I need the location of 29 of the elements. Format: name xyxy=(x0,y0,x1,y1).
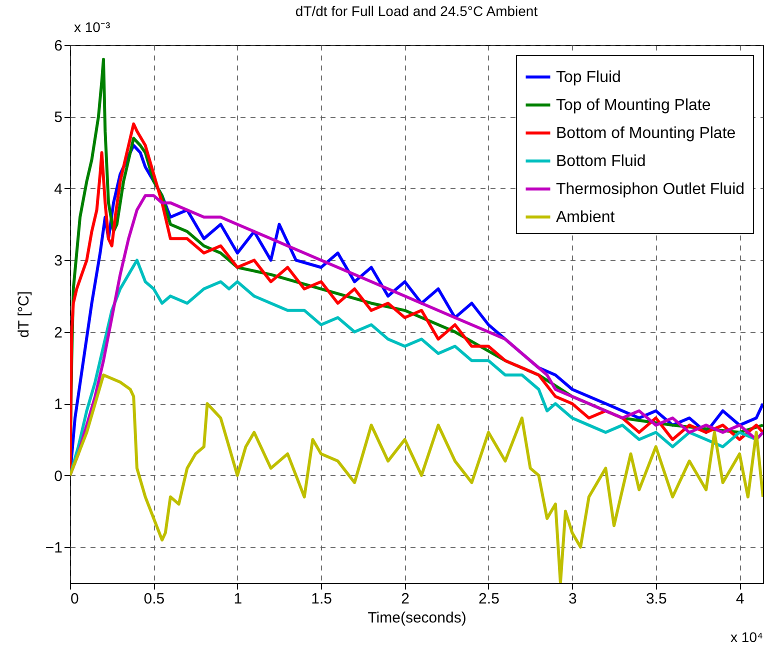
x-axis-title: Time(seconds) xyxy=(368,610,466,626)
y-tick-label: 2 xyxy=(54,324,62,342)
y-tick-label: 6 xyxy=(54,38,62,54)
y-tick-label: 5 xyxy=(54,109,62,126)
x-tick-label: 3.5 xyxy=(646,590,667,608)
line-series xyxy=(70,373,763,583)
legend-label: Ambient xyxy=(556,209,616,226)
chart-title: dT/dt for Full Load and 24.5°C Ambient xyxy=(295,3,538,19)
x-tick-label: 2.5 xyxy=(478,590,500,608)
x-tick-label: 3 xyxy=(568,590,577,608)
legend-label: Bottom of Mounting Plate xyxy=(556,125,736,142)
legend-label: Top Fluid xyxy=(556,69,621,86)
y-tick-label: 0 xyxy=(54,468,62,485)
y-tick-label: 3 xyxy=(54,252,62,270)
x-tick-label: 1.5 xyxy=(311,590,332,608)
text: x 10⁴ xyxy=(730,629,763,645)
x-tick-label: 0.5 xyxy=(144,590,165,608)
legend-label: Bottom Fluid xyxy=(556,153,646,170)
x-tick-label: 1 xyxy=(234,590,242,608)
y-tick-label: −1 xyxy=(45,540,62,557)
y-tick-label: 4 xyxy=(54,180,62,198)
y-axis-title: dT [°C] xyxy=(15,291,32,338)
y-tick-label: 1 xyxy=(54,396,62,414)
legend-label: Top of Mounting Plate xyxy=(556,97,711,114)
x-tick-label: 2 xyxy=(401,590,410,608)
x-tick-label: 0 xyxy=(70,590,79,608)
legend-label: Thermosiphon Outlet Fluid xyxy=(556,181,745,198)
x-tick-label: 4 xyxy=(736,590,744,608)
text: x 10⁻³ xyxy=(74,19,110,35)
